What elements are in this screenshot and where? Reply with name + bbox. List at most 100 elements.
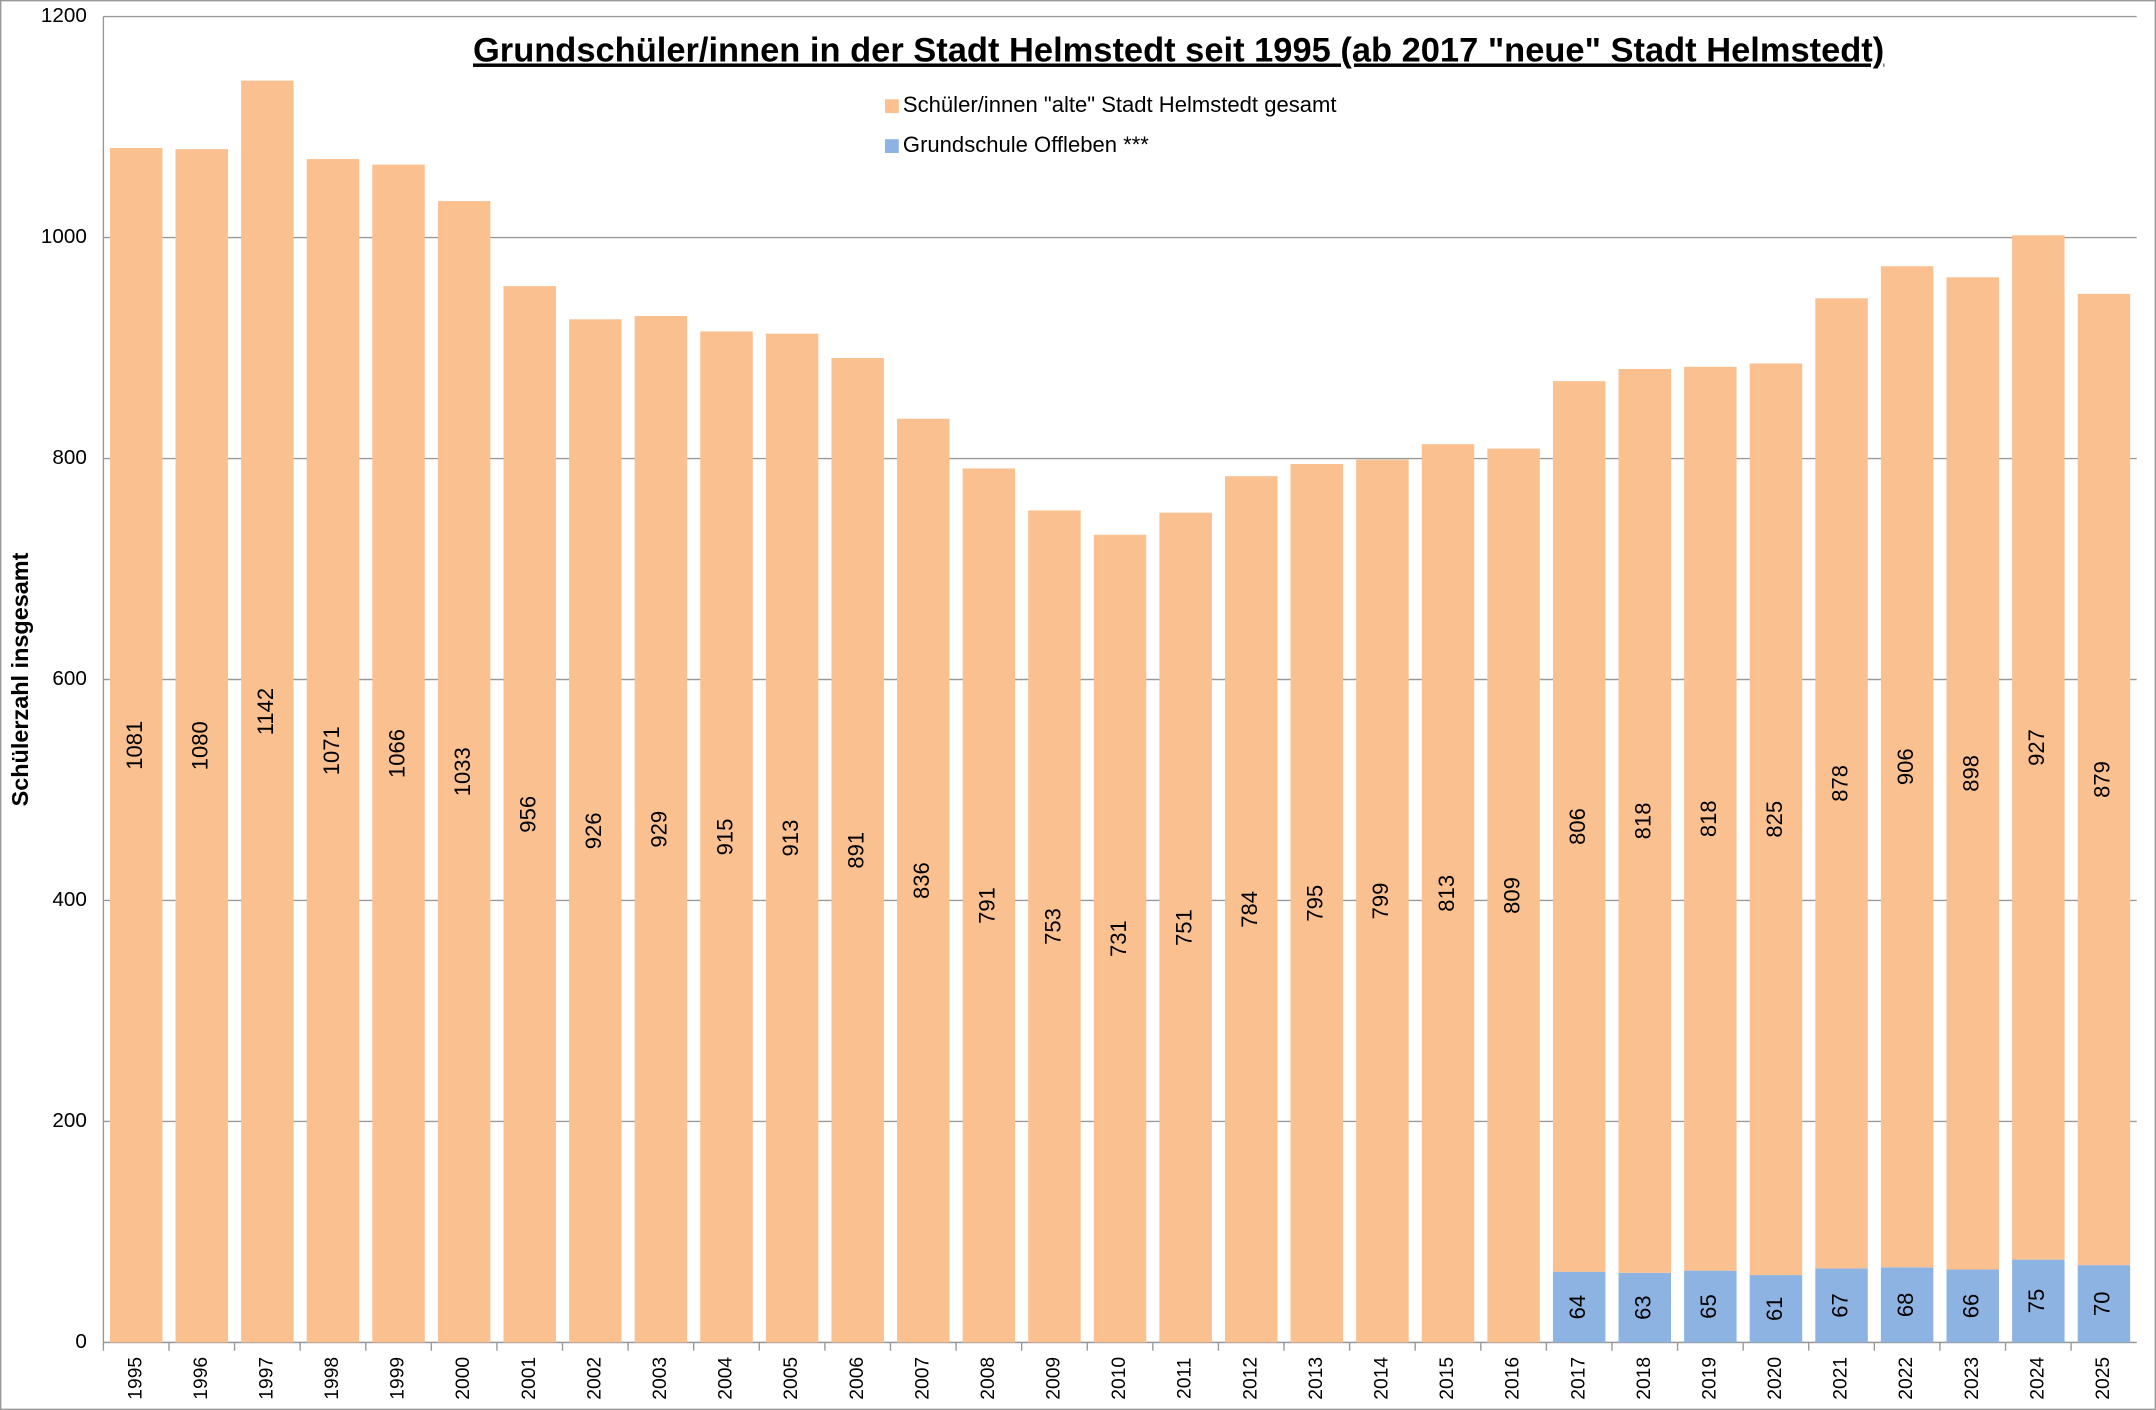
data-label: 806 <box>1565 808 1590 845</box>
data-label: 818 <box>1696 800 1721 837</box>
bar-segment <box>1684 366 1737 1271</box>
data-label: 926 <box>581 812 606 849</box>
bar-segment <box>1159 512 1212 1343</box>
data-label: 1081 <box>122 721 147 770</box>
data-label: 1080 <box>188 721 213 770</box>
bar-segment <box>109 148 163 1343</box>
data-label: 64 <box>1565 1295 1590 1320</box>
x-tick-label: 1997 <box>256 1357 277 1400</box>
bar-segment <box>175 149 229 1343</box>
x-tick-label: 2023 <box>1962 1357 1983 1400</box>
x-tick-label: 2009 <box>1044 1357 1065 1400</box>
data-label: 795 <box>1303 885 1328 922</box>
data-label: 878 <box>1827 765 1852 802</box>
x-tick-label: 2007 <box>912 1357 933 1400</box>
x-tick-label: 2013 <box>1306 1357 1327 1400</box>
bar-segment <box>634 315 688 1343</box>
x-tick-label: 2014 <box>1372 1357 1393 1400</box>
x-tick-label: 2024 <box>2027 1357 2048 1400</box>
x-tick-label: 1995 <box>125 1357 146 1400</box>
data-label: 791 <box>975 887 1000 924</box>
data-label: 1071 <box>319 726 344 775</box>
x-tick-label: 2018 <box>1634 1357 1655 1400</box>
chart-title: Grundschüler/innen in der Stadt Helmsted… <box>473 31 1884 69</box>
data-label: 61 <box>1762 1296 1787 1321</box>
bar-segment <box>1946 277 1999 1270</box>
y-tick-label: 800 <box>52 446 86 469</box>
x-tick-label: 2021 <box>1831 1357 1852 1400</box>
bar-segment <box>1815 1268 1868 1343</box>
bar-segment <box>1421 444 1475 1343</box>
x-tick-label: 2015 <box>1437 1357 1458 1400</box>
data-label: 929 <box>647 811 672 848</box>
data-label: 731 <box>1106 920 1131 957</box>
data-label: 799 <box>1368 883 1393 920</box>
data-label: 784 <box>1237 891 1262 928</box>
bar-segment <box>1552 381 1606 1272</box>
x-tick-label: 2002 <box>584 1357 605 1400</box>
x-tick-label: 2016 <box>1503 1357 1524 1400</box>
data-label: 809 <box>1499 877 1524 914</box>
x-tick-label: 2011 <box>1175 1358 1196 1399</box>
bar-segment <box>2077 1265 2131 1343</box>
y-tick-label: 400 <box>52 888 86 911</box>
data-label: 751 <box>1171 909 1196 946</box>
bar-segment <box>831 357 884 1343</box>
data-label: 66 <box>1959 1294 1984 1319</box>
data-label: 753 <box>1040 908 1065 945</box>
bar-segment <box>1880 266 1934 1268</box>
legend-swatch <box>885 139 899 153</box>
bar-segment <box>1946 1269 1999 1343</box>
bar-segment <box>1487 448 1540 1343</box>
legend-label: Schüler/innen "alte" Stadt Helmstedt ges… <box>903 92 1337 117</box>
data-label: 68 <box>1893 1293 1918 1318</box>
bar-segment <box>1618 369 1672 1273</box>
x-tick-label: 2003 <box>650 1357 671 1400</box>
data-label: 915 <box>712 819 737 856</box>
data-label: 1142 <box>253 688 278 735</box>
bar-segment <box>1290 464 1344 1343</box>
data-label: 836 <box>909 862 934 899</box>
x-tick-label: 2008 <box>978 1357 999 1400</box>
data-label: 75 <box>2024 1289 2049 1314</box>
bar-segment <box>1224 476 1278 1343</box>
data-label: 906 <box>1893 748 1918 785</box>
x-tick-label: 1998 <box>322 1357 343 1400</box>
bar-segment <box>2077 293 2131 1266</box>
y-tick-label: 200 <box>52 1109 86 1132</box>
y-tick-label: 1000 <box>41 225 87 248</box>
x-tick-label: 1996 <box>191 1357 212 1400</box>
bar-segment <box>1880 1267 1934 1343</box>
x-tick-label: 2017 <box>1568 1357 1589 1400</box>
bar-segment <box>372 164 425 1343</box>
x-tick-label: 2004 <box>716 1357 737 1400</box>
bar-segment <box>503 286 556 1343</box>
bar-segment <box>1356 459 1409 1343</box>
x-tick-label: 2010 <box>1109 1357 1130 1400</box>
data-label: 898 <box>1959 755 1984 792</box>
data-label: 63 <box>1631 1295 1656 1320</box>
bar-segment <box>306 159 360 1343</box>
x-tick-label: 2005 <box>781 1357 802 1400</box>
x-tick-label: 2006 <box>847 1357 868 1400</box>
bar-segment <box>1815 298 1868 1269</box>
data-label: 891 <box>844 832 869 869</box>
bar-segment <box>1552 1271 1606 1343</box>
data-label: 879 <box>2090 761 2115 798</box>
bar-segment <box>241 80 294 1343</box>
bar-segment <box>1618 1272 1672 1343</box>
data-label: 1033 <box>450 747 475 796</box>
data-label: 818 <box>1631 803 1656 840</box>
bar-segment <box>700 331 753 1343</box>
x-tick-label: 2000 <box>453 1357 474 1400</box>
data-label: 927 <box>2024 729 2049 766</box>
data-label: 813 <box>1434 875 1459 912</box>
bar-segment <box>1028 510 1081 1343</box>
x-tick-label: 1999 <box>388 1357 409 1400</box>
data-label: 956 <box>516 796 541 833</box>
data-label: 70 <box>2090 1292 2115 1317</box>
bar-segment <box>2012 1259 2065 1343</box>
x-tick-label: 2020 <box>1765 1357 1786 1400</box>
y-tick-label: 1200 <box>41 4 87 27</box>
